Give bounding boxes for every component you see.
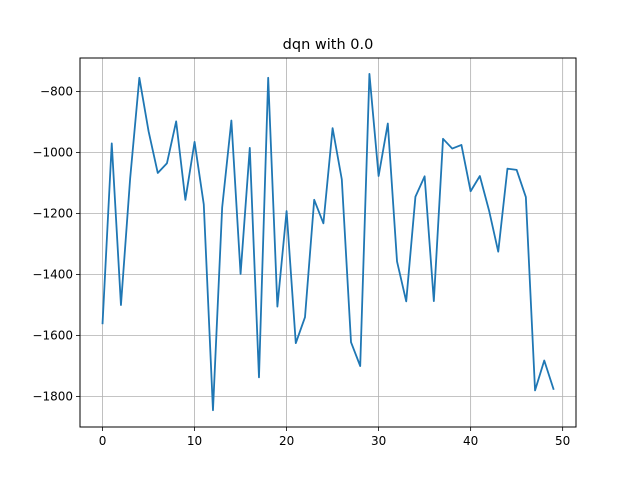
data-point (515, 169, 517, 171)
series-group (101, 72, 555, 412)
x-tick-label: 0 (99, 434, 107, 448)
data-point (451, 147, 453, 149)
data-point (396, 260, 398, 262)
axis-ticks: 0 10 20 30 40 50 −1800 −1600 −1400 −1200 −1000 −800 (32, 85, 570, 448)
data-point (350, 341, 352, 343)
y-tick-label: −1200 (32, 207, 73, 221)
x-tick-label: 30 (371, 434, 386, 448)
data-point (497, 250, 499, 252)
y-tick-label: −1000 (32, 146, 73, 160)
grid (80, 58, 576, 427)
data-point (368, 73, 370, 75)
x-tick-label: 20 (279, 434, 294, 448)
data-point (166, 162, 168, 164)
data-point (543, 359, 545, 361)
series-line (101, 72, 555, 412)
data-point (276, 305, 278, 307)
data-point (101, 322, 103, 324)
data-point (129, 177, 131, 179)
data-point (433, 300, 435, 302)
data-point (331, 127, 333, 129)
data-point (212, 409, 214, 411)
data-point (295, 342, 297, 344)
data-point (120, 304, 122, 306)
data-point (525, 196, 527, 198)
y-tick-label: −1600 (32, 329, 73, 343)
data-point (285, 210, 287, 212)
x-tick-label: 40 (463, 434, 478, 448)
data-point (184, 199, 186, 201)
data-point (469, 190, 471, 192)
y-tick-label: −1800 (32, 390, 73, 404)
data-point (479, 175, 481, 177)
data-point (488, 209, 490, 211)
data-point (175, 120, 177, 122)
data-point (322, 222, 324, 224)
data-point (423, 175, 425, 177)
data-point (313, 199, 315, 201)
data-point (377, 175, 379, 177)
data-point (267, 77, 269, 79)
data-point (359, 365, 361, 367)
y-tick-label: −800 (40, 85, 73, 99)
data-point (249, 147, 251, 149)
data-point (138, 77, 140, 79)
data-point (193, 141, 195, 143)
x-tick-label: 10 (187, 434, 202, 448)
data-point (552, 388, 554, 390)
data-point (157, 172, 159, 174)
data-point (258, 376, 260, 378)
data-point (387, 122, 389, 124)
data-point (414, 196, 416, 198)
x-tick-label: 50 (555, 434, 570, 448)
data-point (460, 144, 462, 146)
data-point (534, 389, 536, 391)
data-point (221, 206, 223, 208)
y-tick-label: −1400 (32, 268, 73, 282)
data-point (442, 138, 444, 140)
data-point (230, 119, 232, 121)
chart-title: dqn with 0.0 (283, 37, 374, 53)
data-point (203, 203, 205, 205)
data-point (341, 178, 343, 180)
data-point (506, 168, 508, 170)
data-point (304, 316, 306, 318)
data-point (147, 130, 149, 132)
data-point (405, 300, 407, 302)
data-point (111, 142, 113, 144)
data-point (239, 273, 241, 275)
plot-frame (79, 57, 577, 428)
